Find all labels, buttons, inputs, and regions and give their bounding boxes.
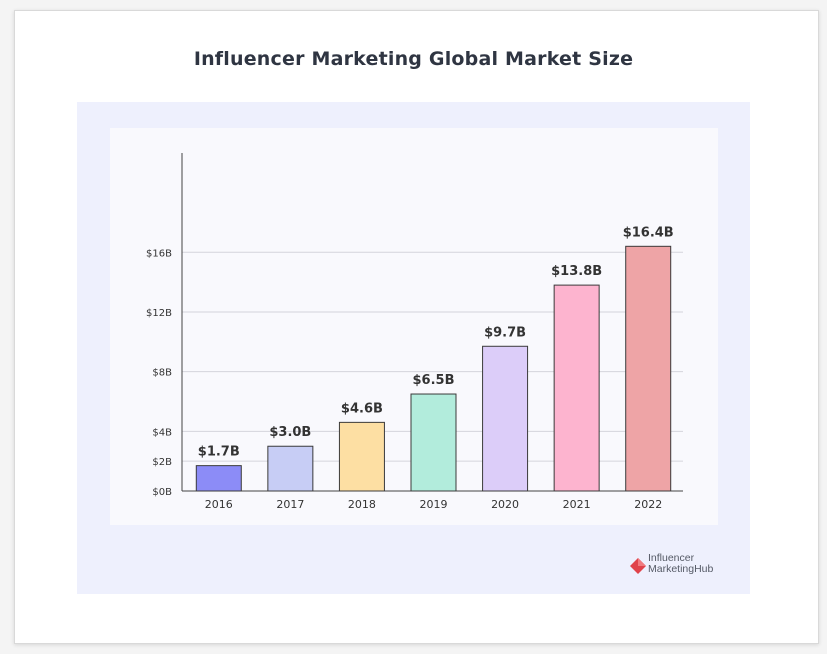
y-tick-label: $16B [146,248,172,259]
data-label-2017: $3.0B [269,425,311,440]
x-tick-label-2020: 2020 [491,498,519,511]
x-tick-label-2022: 2022 [634,498,662,511]
bar-2018 [338,421,385,492]
data-label-2021: $13.8B [551,264,602,279]
x-tick-label-2021: 2021 [563,498,591,511]
y-tick-label: $2B [152,457,172,468]
bar-2016 [195,465,242,492]
data-label-2016: $1.7B [198,445,240,460]
brand-line-1: Influencer [648,552,695,564]
chart-panel: $0B $2B $4B $8B $12B $16B $1.7B 2016 $3.0B 2017 $4… [110,128,718,525]
data-label-2019: $6.5B [413,373,455,388]
brand-line-2: MarketingHub [648,563,714,575]
brand-text: Influencer MarketingHub [648,553,713,575]
influencer-marketing-hub-logo-icon [630,558,646,574]
bar-2021 [553,284,600,492]
bar-2017 [267,445,314,492]
x-tick-label-2017: 2017 [276,498,304,511]
bar-2020 [482,345,529,492]
page-title: Influencer Marketing Global Market Size [193,48,634,70]
brand-logo: Influencer MarketingHub [628,552,738,578]
y-tick-label: $4B [152,427,172,438]
bar-2022 [625,245,672,492]
data-label-2018: $4.6B [341,401,383,416]
bar-chart: $0B $2B $4B $8B $12B $16B $1.7B 2016 $3.0B 2017 $4… [146,153,683,511]
x-tick-label-2016: 2016 [205,498,233,511]
data-label-2022: $16.4B [623,225,674,240]
data-label-2020: $9.7B [484,325,526,340]
x-tick-label-2019: 2019 [420,498,448,511]
y-tick-label: $12B [146,308,172,319]
x-tick-label-2018: 2018 [348,498,376,511]
bar-2019 [410,393,457,492]
y-tick-label: $8B [152,368,172,379]
y-tick-label: $0B [152,487,172,498]
